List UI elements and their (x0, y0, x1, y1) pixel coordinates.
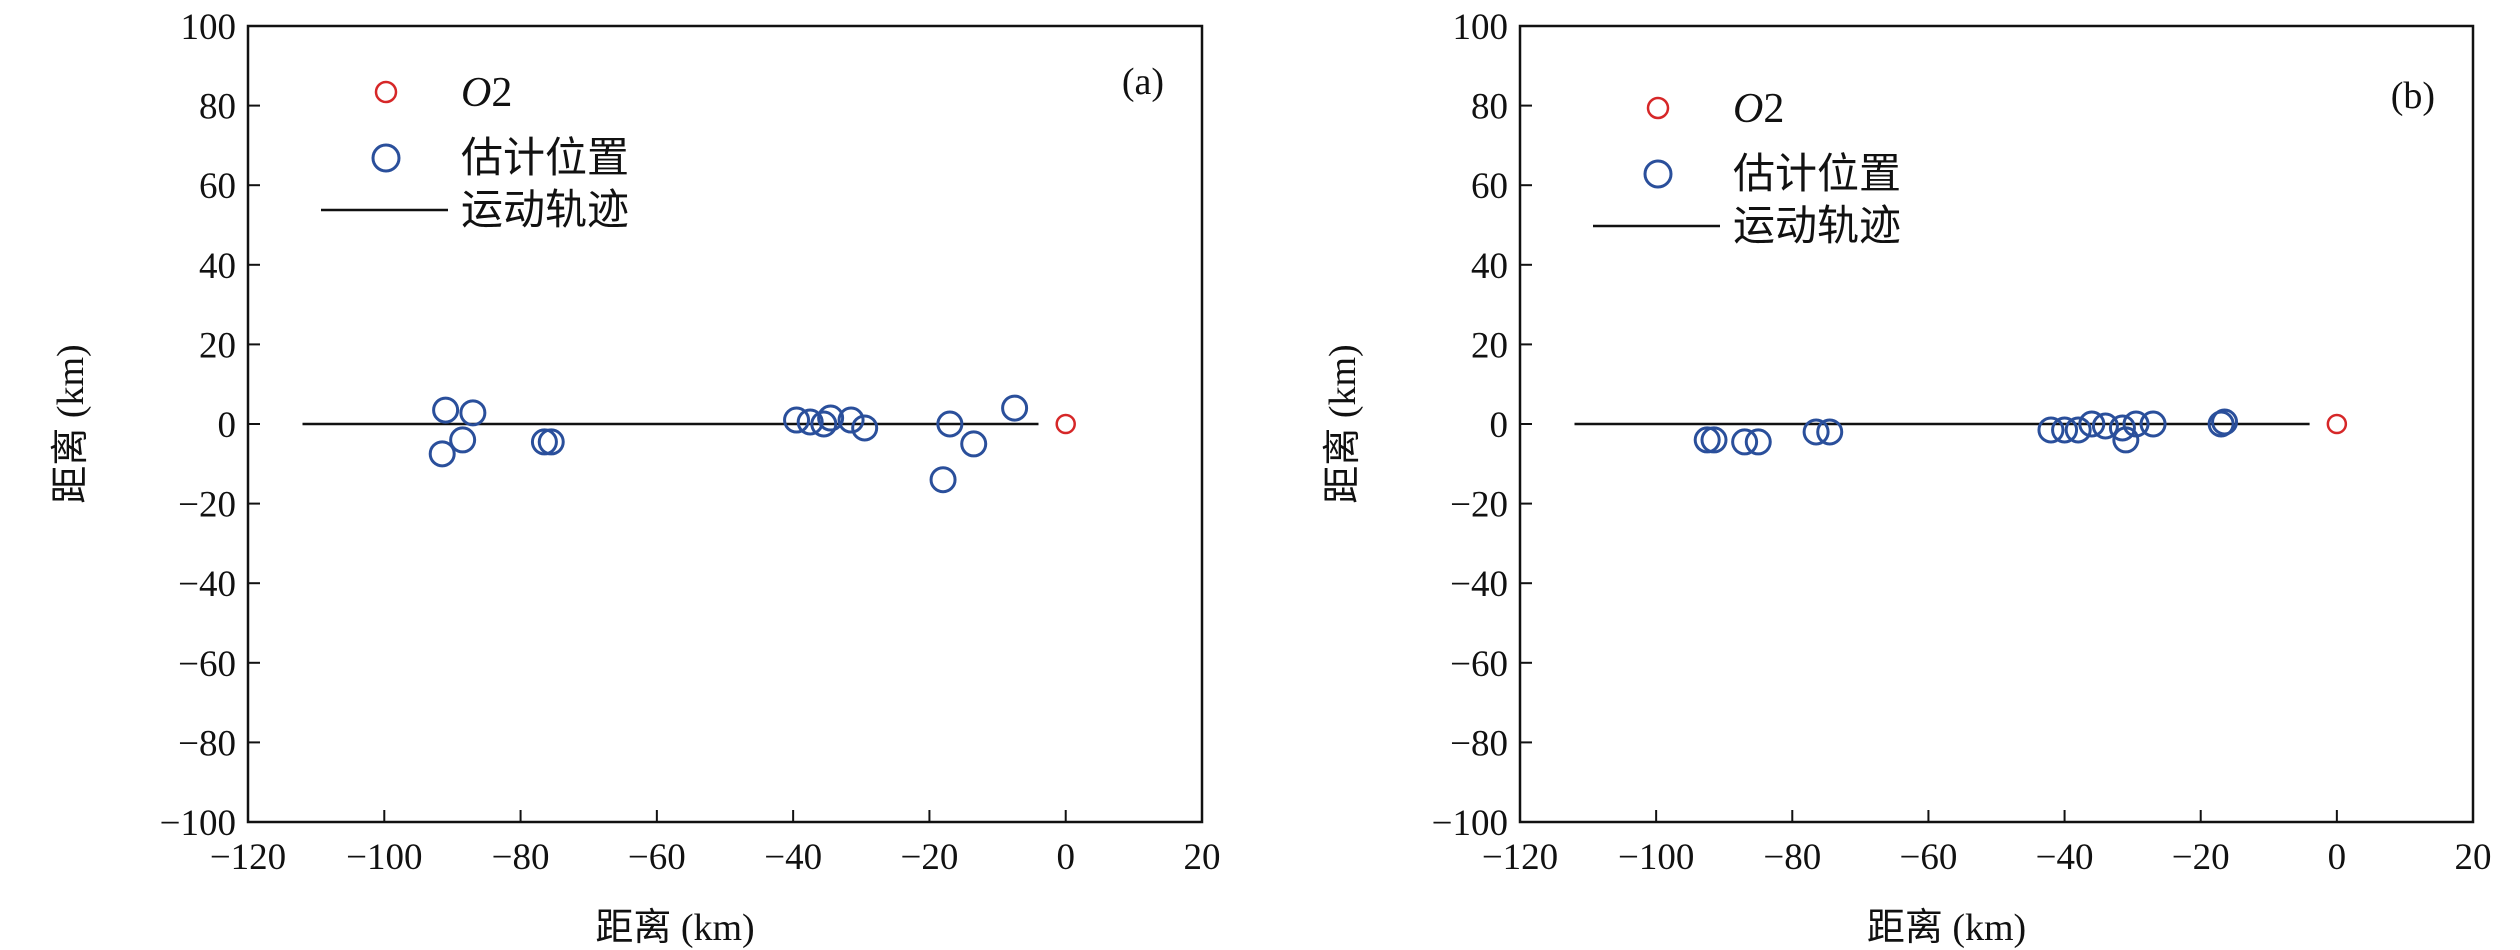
legend-o2-label: O2 (461, 70, 512, 116)
o2-point (1055, 413, 1076, 435)
x-tick-label: −100 (1618, 837, 1694, 878)
x-axis-title: 距离 (km) (595, 907, 754, 949)
legend-o2-prefix: O (1733, 86, 1763, 132)
estimated-position-point (1731, 428, 1759, 456)
chart-panel-1: −120 −100 −80 −60 −40 −20 0 20−100−80−60−40−200… (50, 7, 1221, 949)
estimated-position-point (817, 404, 845, 432)
x-axis-title: 距离 (km) (1867, 907, 2026, 949)
y-tick-label: −40 (178, 564, 236, 605)
y-tick-label: −60 (1450, 644, 1508, 685)
estimated-position-point (428, 440, 456, 468)
x-tick-label: −60 (1899, 837, 1957, 878)
legend-o2-suffix: 2 (1763, 86, 1784, 132)
estimated-position-point (2108, 414, 2136, 442)
y-tick-label: −20 (178, 485, 236, 526)
y-tick-label: −100 (160, 803, 236, 844)
legend-o2-marker (1646, 96, 1670, 120)
x-tick-label: −100 (346, 837, 422, 878)
y-tick-label: 0 (218, 405, 237, 446)
estimated-position-point (459, 399, 487, 427)
estimated-position-point (1700, 426, 1728, 454)
estimated-position-point (2037, 416, 2065, 444)
x-tick-label: −80 (492, 837, 550, 878)
estimated-position-point (936, 410, 964, 438)
estimated-position-point (1693, 426, 1721, 454)
estimated-position-point (851, 414, 879, 442)
x-tick-label: 20 (1184, 837, 1221, 878)
legend-estimate-marker (1643, 159, 1673, 189)
legend-estimate-label: 估计位置 (1733, 151, 1901, 198)
y-tick-label: 20 (1471, 325, 1508, 366)
estimated-position-point (837, 406, 865, 434)
y-tick-label: 40 (199, 246, 236, 287)
x-tick-label: −120 (210, 837, 286, 878)
legend-o2-label: O2 (1733, 86, 1784, 132)
y-tick-label: −40 (1450, 564, 1508, 605)
y-tick-label: −80 (1450, 723, 1508, 764)
y-tick-label: 100 (181, 7, 237, 48)
o2-point (2326, 413, 2348, 435)
y-tick-label: 80 (199, 87, 236, 128)
panel-label: (b) (2391, 75, 2435, 117)
legend-o2-prefix: O (461, 70, 491, 116)
estimated-position-point (2051, 416, 2079, 444)
estimated-position-point (1802, 418, 1830, 446)
estimated-position-point (530, 428, 558, 456)
estimated-position-point (449, 426, 477, 454)
estimated-position-point (1001, 394, 1029, 422)
estimated-position-point (2211, 408, 2239, 436)
y-tick-label: 60 (1471, 166, 1508, 207)
estimated-position-point (2064, 416, 2092, 444)
estimated-position-point (929, 466, 957, 494)
panel-label: (a) (1122, 61, 1164, 103)
estimated-position-point (810, 410, 838, 438)
x-tick-label: 20 (2455, 837, 2492, 878)
x-tick-label: −20 (2172, 837, 2230, 878)
y-tick-label: −60 (178, 644, 236, 685)
legend-o2-suffix: 2 (491, 70, 512, 116)
y-tick-label: −80 (178, 723, 236, 764)
y-tick-label: −20 (1450, 485, 1508, 526)
y-axis-title: 距离 (km) (50, 344, 92, 503)
x-tick-label: −40 (2036, 837, 2094, 878)
y-tick-label: −100 (1432, 803, 1508, 844)
legend-estimate-label: 估计位置 (461, 135, 629, 182)
estimated-position-point (2078, 410, 2106, 438)
legend-o2-marker (374, 80, 398, 104)
y-tick-label: 0 (1490, 405, 1509, 446)
legend-trajectory-label: 运动轨迹 (461, 188, 629, 234)
x-tick-label: 0 (2328, 837, 2347, 878)
estimated-position-point (537, 428, 565, 456)
estimated-position-point (2091, 412, 2119, 440)
chart-panel-2: −120 −100 −80 −60 −40 −20 0 20−100−80−60−40−200… (1322, 7, 2492, 949)
estimated-position-point (783, 406, 811, 434)
x-tick-label: 0 (1056, 837, 1075, 878)
estimated-position-point (960, 430, 988, 458)
legend-estimate-marker (371, 143, 401, 173)
y-tick-label: 100 (1453, 7, 1509, 48)
estimated-position-point (432, 396, 460, 424)
y-tick-label: 60 (199, 166, 236, 207)
x-tick-label: −20 (900, 837, 958, 878)
estimated-position-point (1816, 418, 1844, 446)
estimated-position-point (2139, 410, 2167, 438)
y-tick-label: 40 (1471, 246, 1508, 287)
y-axis-title: 距离 (km) (1322, 344, 1364, 503)
x-tick-label: −120 (1482, 837, 1558, 878)
x-tick-label: −60 (628, 837, 686, 878)
y-tick-label: 80 (1471, 87, 1508, 128)
y-tick-label: 20 (199, 325, 236, 366)
x-tick-label: −40 (764, 837, 822, 878)
legend-trajectory-label: 运动轨迹 (1733, 204, 1901, 250)
estimated-position-point (796, 408, 824, 436)
estimated-position-point (1744, 428, 1772, 456)
x-tick-label: −80 (1763, 837, 1821, 878)
estimated-position-point (2122, 410, 2150, 438)
